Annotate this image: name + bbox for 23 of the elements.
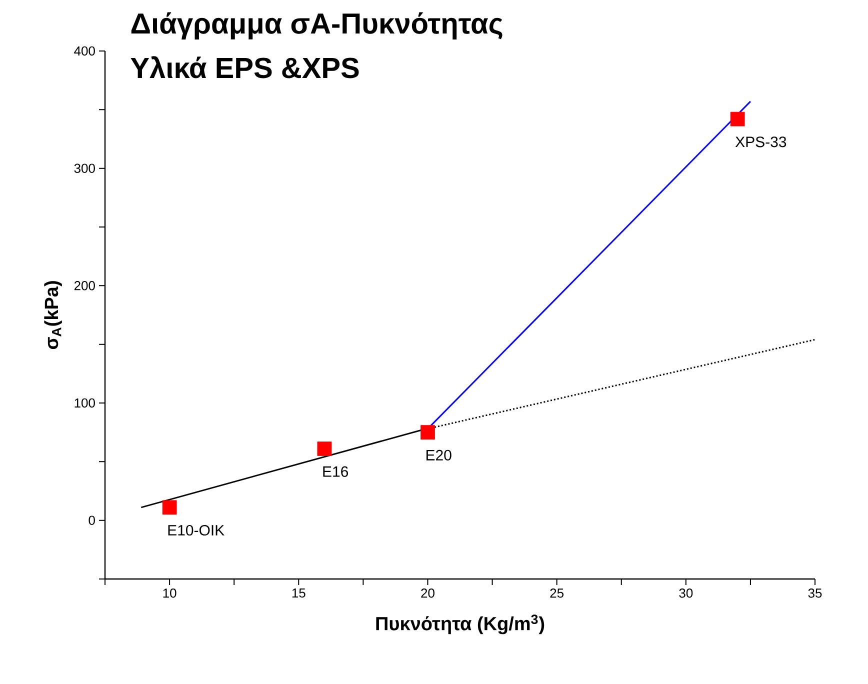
x-axis-title: Πυκνότητα (Kg/m$^{3}$): [376, 614, 544, 634]
chart-subtitle: Υλικά EPS &XPS: [130, 56, 359, 78]
x-tick-label: 30: [679, 588, 693, 598]
y-tick-label: 200: [74, 281, 95, 290]
annotation: XPS-33: [735, 136, 786, 148]
y-tick-label: 0: [88, 516, 95, 525]
x-tick-label: 35: [808, 588, 822, 598]
y-tick-label: 400: [74, 46, 95, 56]
x-tick-label: 20: [421, 588, 434, 598]
annotation: E16: [323, 466, 348, 477]
chart-title: Διάγραμμα σA-Πυκνότητας: [131, 12, 502, 40]
y-tick-label: 300: [74, 164, 95, 173]
x-tick-label: 10: [163, 588, 176, 598]
point: [317, 442, 332, 456]
point: [162, 500, 177, 515]
y-axis-title: σ$_{A}$(kPa): [44, 281, 62, 350]
x-tick-label: 25: [550, 588, 564, 598]
point: [730, 112, 745, 126]
annotation: E10-OIK: [168, 524, 224, 536]
point: [420, 425, 435, 440]
x-tick-label: 15: [292, 588, 306, 598]
annotation: E20: [426, 450, 452, 460]
y-tick-label: 100: [74, 398, 95, 408]
